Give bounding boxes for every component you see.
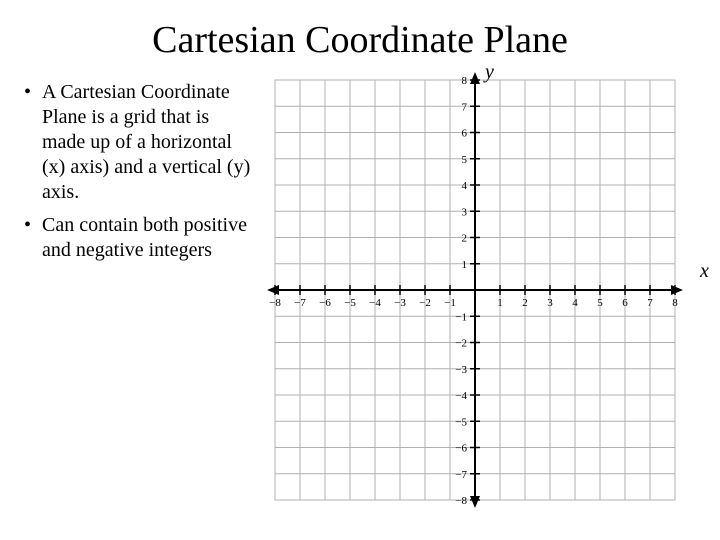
x-axis-label: x: [700, 260, 709, 283]
bullet-list: A Cartesian Coordinate Plane is a grid t…: [22, 80, 252, 271]
svg-text:−8: −8: [455, 495, 467, 507]
svg-text:−1: −1: [444, 297, 456, 309]
svg-text:3: 3: [462, 206, 468, 218]
svg-text:6: 6: [622, 297, 628, 309]
svg-text:−6: −6: [319, 297, 331, 309]
svg-text:4: 4: [462, 180, 468, 192]
svg-text:6: 6: [462, 128, 468, 140]
svg-text:8: 8: [462, 75, 468, 87]
svg-text:1: 1: [462, 259, 468, 271]
coordinate-plane: −8 −7 −6 −5 −4 −3 −2 −1 1 2 3 4 5 6 7 8 −8 −7 −6 −5 −4 −3 −2 −1…: [255, 60, 700, 520]
svg-text:7: 7: [647, 297, 653, 309]
svg-text:−4: −4: [455, 390, 467, 402]
y-axis-label: y: [483, 61, 494, 83]
svg-text:−2: −2: [419, 297, 431, 309]
svg-text:4: 4: [572, 297, 578, 309]
svg-text:−7: −7: [455, 469, 467, 481]
grid-svg: −8 −7 −6 −5 −4 −3 −2 −1 1 2 3 4 5 6 7 8 −8 −7 −6 −5 −4 −3 −2 −1…: [255, 60, 700, 520]
bullet-item: A Cartesian Coordinate Plane is a grid t…: [22, 80, 252, 205]
svg-text:−3: −3: [394, 297, 406, 309]
bullet-item: Can contain both positive and negative i…: [22, 213, 252, 263]
svg-text:3: 3: [547, 297, 553, 309]
svg-text:−3: −3: [455, 364, 467, 376]
svg-text:−5: −5: [455, 416, 467, 428]
svg-text:1: 1: [497, 297, 503, 309]
svg-text:5: 5: [462, 154, 468, 166]
svg-text:−6: −6: [455, 443, 467, 455]
svg-text:−1: −1: [455, 311, 467, 323]
svg-text:5: 5: [597, 297, 603, 309]
svg-text:−8: −8: [269, 297, 281, 309]
svg-text:−7: −7: [294, 297, 306, 309]
svg-text:2: 2: [522, 297, 528, 309]
svg-text:7: 7: [462, 101, 468, 113]
svg-text:−4: −4: [369, 297, 381, 309]
svg-text:8: 8: [672, 297, 678, 309]
svg-text:2: 2: [462, 233, 468, 245]
svg-text:−2: −2: [455, 338, 467, 350]
page-title: Cartesian Coordinate Plane: [0, 18, 720, 62]
svg-text:−5: −5: [344, 297, 356, 309]
